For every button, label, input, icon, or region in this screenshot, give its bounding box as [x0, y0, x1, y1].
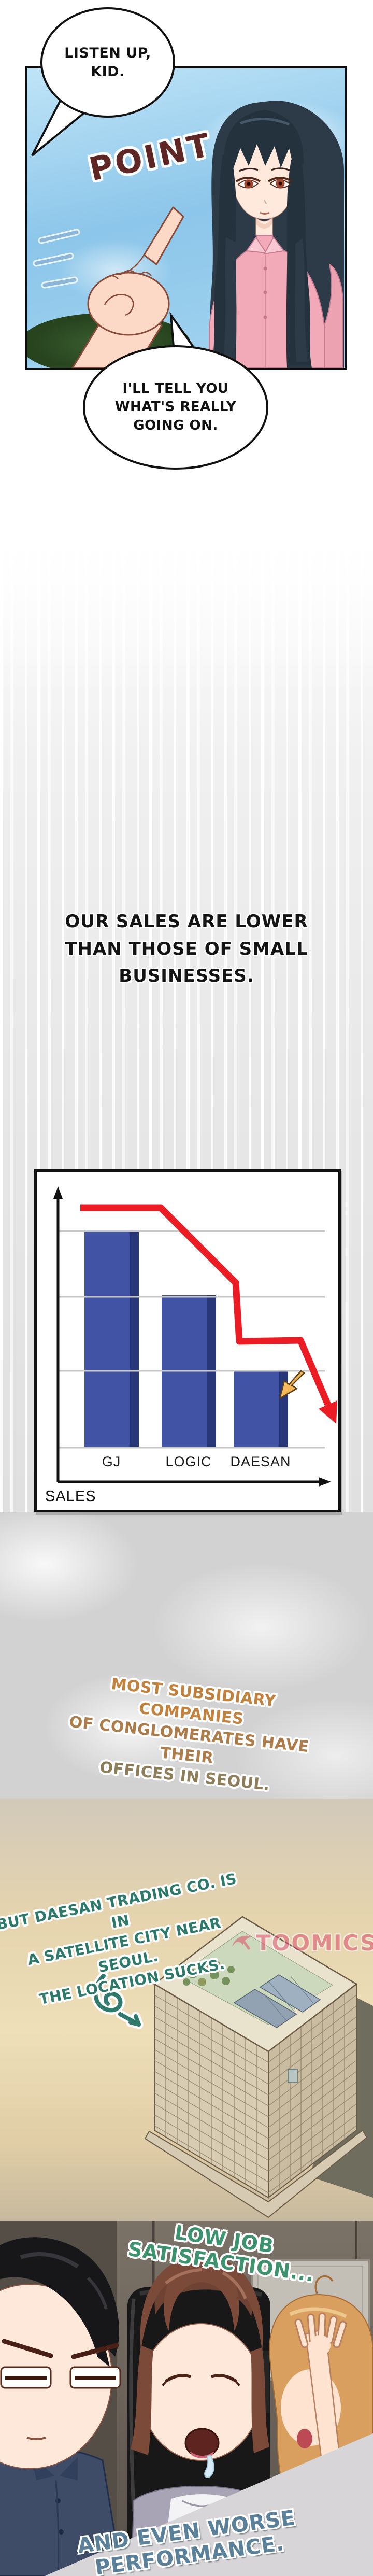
watermark-brand: TOOMICS: [256, 1930, 373, 1956]
bar-gj: [84, 1230, 130, 1448]
xtick-logic: LOGIC: [165, 1454, 212, 1469]
watermark: TOOMICS .com: [231, 1930, 373, 1956]
y-axis-arrowhead: [53, 1186, 63, 1199]
narration-sales: OUR SALES ARE LOWER THAN THOSE OF SMALL …: [0, 908, 373, 990]
xtick-daesan: DAESAN: [230, 1454, 291, 1469]
office-building-illustration: [144, 1916, 373, 2218]
bubble1-line1: LISTEN UP,: [64, 45, 151, 62]
axes: [56, 1197, 323, 1483]
bubble2-line2: WHAT'S REALLY: [114, 399, 237, 415]
narration-sales-line2: THAN THOSE OF SMALL: [65, 938, 308, 959]
pointing-hand-illustration: [33, 206, 184, 368]
bubble2-line1: I'LL TELL YOU: [122, 381, 229, 397]
narration-sales-line1: OUR SALES ARE LOWER: [65, 911, 308, 932]
watermark-logo-icon: [232, 1935, 252, 1949]
xtick-gj: GJ: [102, 1454, 121, 1469]
curly-arrow-icon: [91, 1971, 144, 2029]
gridlines: [58, 1230, 325, 1449]
chart-plot-area: GJ LOGIC DAESAN SALES: [37, 1172, 338, 1510]
x-axis-arrowhead: [319, 1477, 331, 1487]
orange-annotation-arrow-icon: [279, 1370, 305, 1399]
chart-axes-and-trend: [53, 1186, 337, 1487]
bar-daesan: [234, 1371, 279, 1448]
speech-bubble-2: I'LL TELL YOU WHAT'S REALLY GOING ON.: [83, 345, 268, 470]
woman-illustration: [208, 100, 344, 368]
declining-trend-line: [80, 1204, 331, 1406]
narration-sales-line3: BUSINESSES.: [119, 966, 254, 987]
bar-gj-3d-side: [130, 1230, 139, 1448]
rooftop-trees: [181, 1961, 235, 1986]
gray-noise-backdrop: [0, 1512, 373, 1799]
x-axis-title: SALES: [45, 1488, 96, 1505]
trend-arrowhead-icon: [319, 1400, 337, 1424]
sales-bar-chart: GJ LOGIC DAESAN SALES: [34, 1169, 341, 1512]
speech-bubble-1: LISTEN UP, KID.: [40, 7, 175, 118]
bubble1-line2: KID.: [91, 63, 125, 80]
coworker-left: [0, 2237, 123, 2576]
bubble2-line3: GOING ON.: [133, 417, 218, 433]
